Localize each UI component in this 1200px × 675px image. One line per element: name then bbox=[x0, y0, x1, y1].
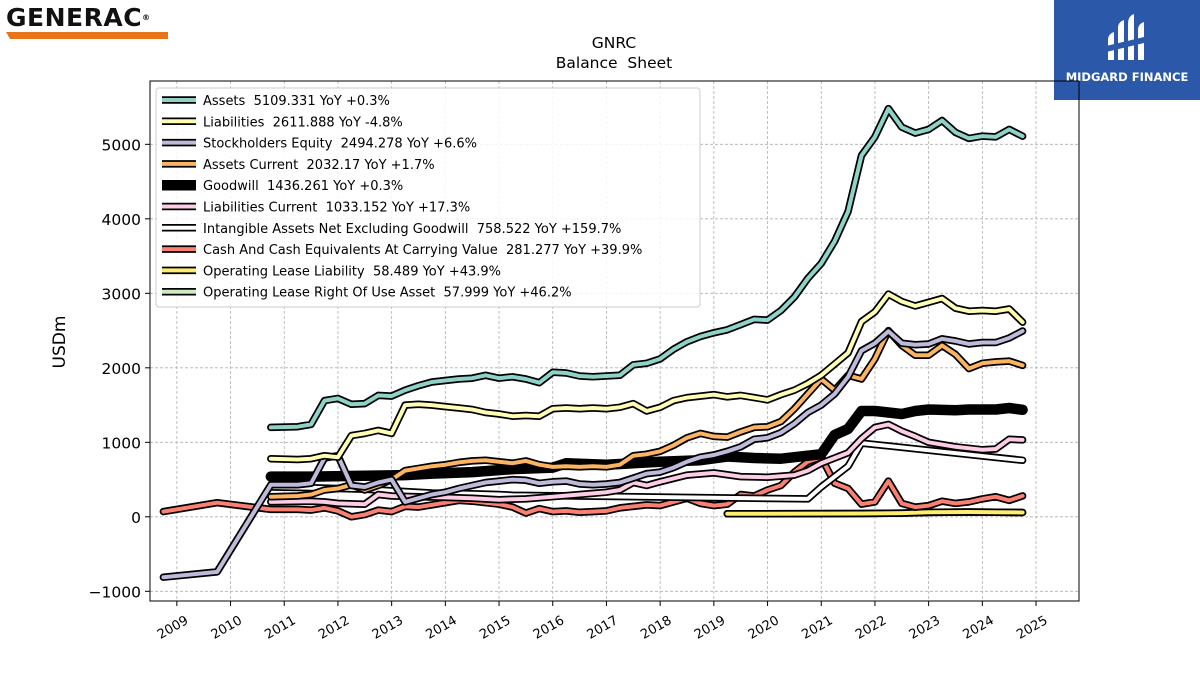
generac-logo: GENERAC® bbox=[6, 4, 176, 44]
legend-label: Goodwill 1436.261 YoY +0.3% bbox=[203, 179, 403, 194]
series-stroke bbox=[161, 329, 1025, 580]
legend-label: Assets Current 2032.17 YoY +1.7% bbox=[203, 158, 435, 173]
y-tick-label: 4000 bbox=[102, 211, 141, 229]
x-tick-label: 2013 bbox=[370, 613, 406, 643]
x-tick-label: 2016 bbox=[531, 613, 567, 643]
legend-label: Cash And Cash Equivalents At Carrying Va… bbox=[203, 243, 642, 258]
generac-logo-accent-bar bbox=[6, 32, 168, 39]
legend-label: Assets 5109.331 YoY +0.3% bbox=[203, 94, 390, 109]
series-line bbox=[159, 453, 1027, 521]
x-tick-label: 2011 bbox=[262, 613, 298, 643]
y-tick-label: 5000 bbox=[102, 136, 141, 154]
series-line bbox=[159, 327, 1027, 581]
legend-label: Intangible Assets Net Excluding Goodwill… bbox=[203, 222, 621, 237]
y-tick-label: 0 bbox=[131, 509, 141, 527]
x-tick-label: 2024 bbox=[961, 613, 997, 643]
y-tick-label: 1000 bbox=[102, 434, 141, 452]
series-stroke bbox=[268, 422, 1025, 507]
x-tick-label: 2023 bbox=[907, 613, 943, 643]
series-line bbox=[267, 290, 1027, 464]
y-tick-label: −1000 bbox=[89, 583, 141, 601]
series-stroke bbox=[268, 106, 1025, 430]
x-tick-label: 2014 bbox=[424, 613, 460, 643]
series-line bbox=[267, 104, 1027, 432]
registered-mark: ® bbox=[142, 13, 151, 22]
x-tick-label: 2021 bbox=[799, 613, 835, 643]
x-tick-label: 2022 bbox=[853, 613, 889, 643]
legend-label: Liabilities Current 1033.152 YoY +17.3% bbox=[203, 201, 470, 216]
chart-title: GNRC bbox=[592, 34, 636, 52]
series-stroke bbox=[267, 404, 1027, 481]
series-line bbox=[723, 508, 1027, 518]
y-tick-label: 2000 bbox=[102, 360, 141, 378]
legend-label: Operating Lease Liability 58.489 YoY +43… bbox=[203, 264, 501, 279]
midgard-finance-text: MIDGARD FINANCE bbox=[1065, 70, 1189, 84]
series-line bbox=[267, 420, 1027, 508]
midgard-finance-logo: MIDGARD FINANCE bbox=[1054, 0, 1200, 100]
x-tick-label: 2012 bbox=[316, 613, 352, 643]
series-stroke bbox=[161, 455, 1025, 519]
plot-frame bbox=[149, 80, 1080, 602]
x-tick-label: 2017 bbox=[585, 613, 621, 643]
legend-label: Stockholders Equity 2494.278 YoY +6.6% bbox=[203, 137, 477, 152]
y-tick-label: 3000 bbox=[102, 285, 141, 303]
legend-label: Liabilities 2611.888 YoY -4.8% bbox=[203, 115, 403, 130]
legend-label: Operating Lease Right Of Use Asset 57.99… bbox=[203, 286, 572, 301]
midgard-emblem-icon bbox=[1106, 14, 1148, 60]
x-tick-label: 2025 bbox=[1014, 613, 1050, 643]
x-tick-label: 2019 bbox=[692, 613, 728, 643]
x-tick-label: 2010 bbox=[209, 613, 245, 643]
x-tick-label: 2020 bbox=[746, 613, 782, 643]
y-axis-label: USDm bbox=[50, 316, 70, 369]
legend-box bbox=[155, 87, 701, 308]
series-line bbox=[265, 402, 1028, 482]
series-stroke bbox=[268, 292, 1025, 462]
x-tick-label: 2015 bbox=[477, 613, 513, 643]
x-tick-label: 2018 bbox=[638, 613, 674, 643]
legend: Assets 5109.331 YoY +0.3% Liabilities 261… bbox=[155, 87, 701, 308]
series-stroke bbox=[725, 510, 1025, 516]
generac-logo-text: GENERAC bbox=[6, 3, 143, 32]
x-tick-label: 2009 bbox=[155, 613, 191, 643]
chart-subtitle: Balance Sheet bbox=[556, 54, 673, 72]
